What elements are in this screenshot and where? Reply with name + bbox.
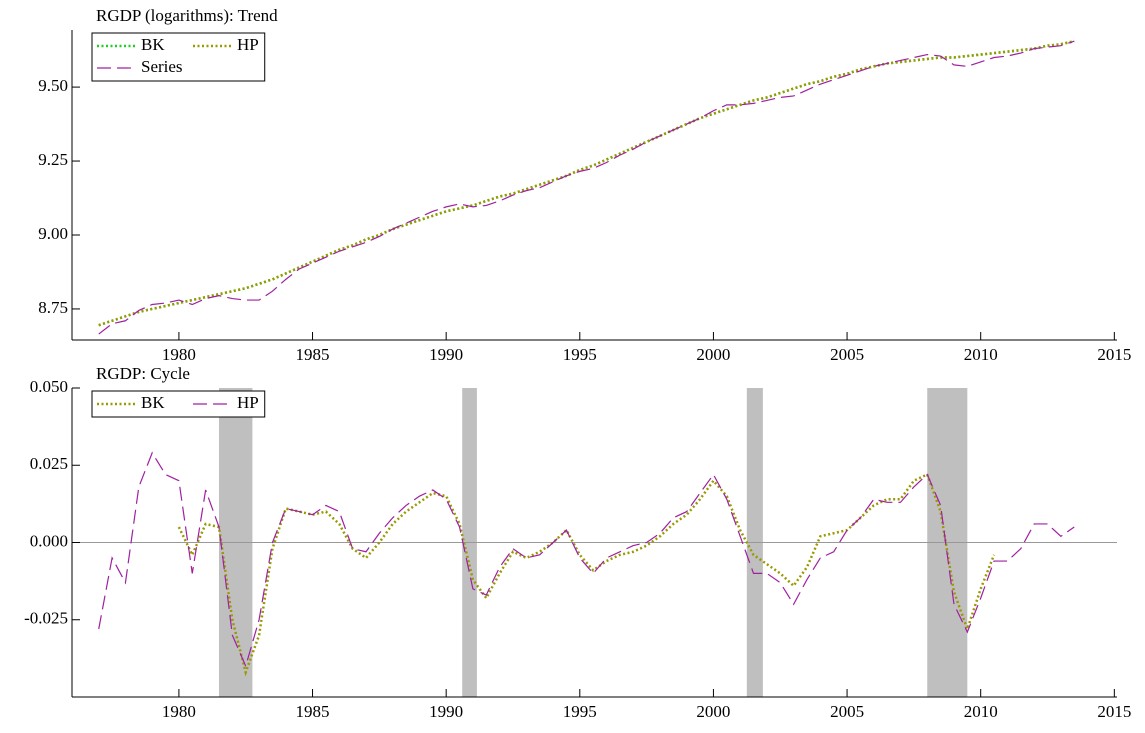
y-tick-label: 0.000 — [30, 531, 68, 550]
chart-title: RGDP (logarithms): Trend — [96, 6, 278, 25]
series-line — [177, 472, 996, 677]
x-tick-label: 1990 — [429, 702, 463, 721]
x-tick-label: 1995 — [563, 702, 597, 721]
series-line — [98, 40, 1075, 327]
x-tick-label: 2005 — [830, 702, 864, 721]
x-tick-label: 2015 — [1097, 702, 1131, 721]
x-tick-label: 1980 — [162, 702, 196, 721]
y-tick-label: 9.50 — [38, 76, 68, 95]
series-line — [98, 40, 1075, 327]
x-tick-label: 2010 — [964, 702, 998, 721]
y-tick-label: 0.050 — [30, 377, 68, 396]
legend-box — [91, 32, 266, 82]
x-tick-label: 2015 — [1097, 345, 1131, 364]
x-tick-label: 2000 — [696, 345, 730, 364]
x-tick-label: 2005 — [830, 345, 864, 364]
legend-label: HP — [237, 393, 259, 412]
y-tick-label: 9.25 — [38, 150, 68, 169]
legend-label: BK — [141, 35, 165, 54]
series-line — [98, 451, 1075, 668]
y-tick-label: 9.00 — [38, 224, 68, 243]
x-tick-label: 1980 — [162, 345, 196, 364]
x-tick-label: 2000 — [696, 702, 730, 721]
legend-label: HP — [237, 35, 259, 54]
x-tick-label: 1995 — [563, 345, 597, 364]
x-tick-label: 1985 — [296, 345, 330, 364]
y-tick-label: 0.025 — [30, 454, 68, 473]
x-tick-label: 2010 — [964, 345, 998, 364]
legend-label: BK — [141, 393, 165, 412]
y-tick-label: 8.75 — [38, 298, 68, 317]
x-tick-label: 1990 — [429, 345, 463, 364]
y-tick-label: -0.025 — [24, 609, 68, 628]
legend-label: Series — [141, 57, 183, 76]
series-line — [98, 40, 1075, 335]
chart-title: RGDP: Cycle — [96, 364, 190, 383]
x-tick-label: 1985 — [296, 702, 330, 721]
